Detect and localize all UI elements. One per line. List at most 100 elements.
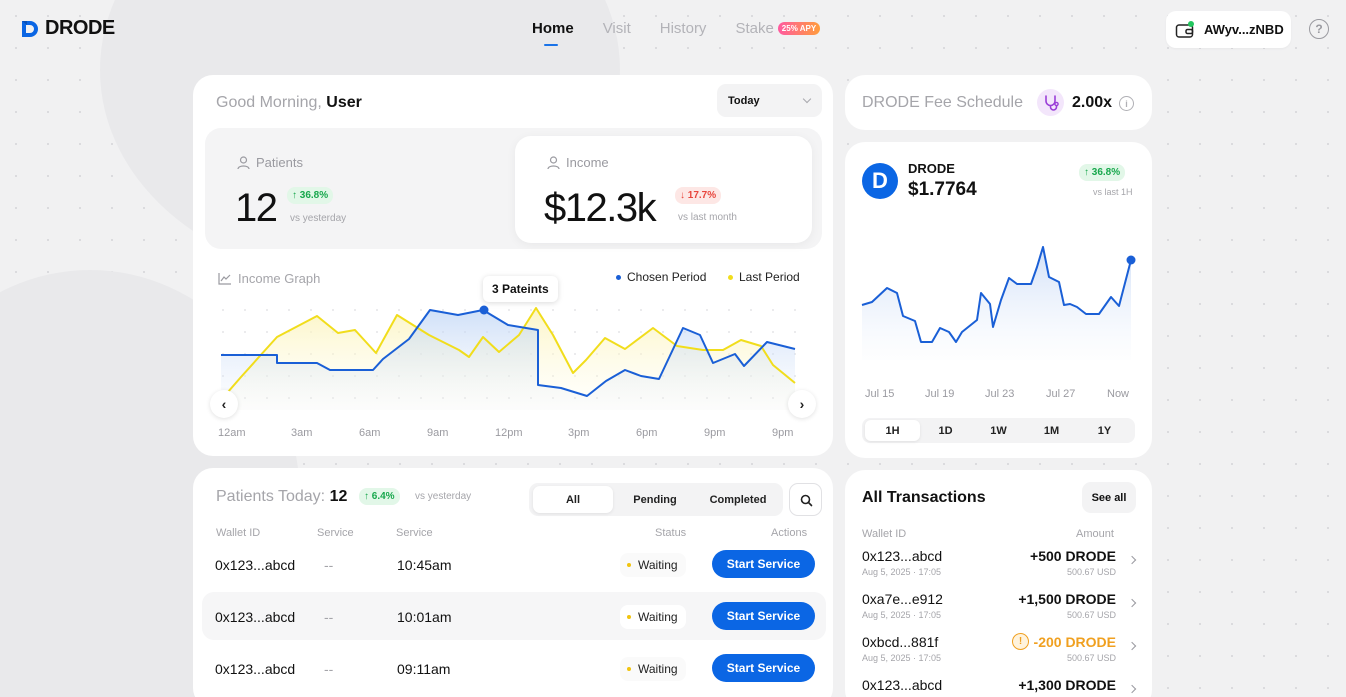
graph-prev-button[interactable]: ‹ xyxy=(210,390,238,418)
income-graph xyxy=(220,305,796,410)
filter-pending[interactable]: Pending xyxy=(633,493,677,506)
search-icon xyxy=(800,494,813,507)
main-nav: Home Visit History Stake 25% APY xyxy=(532,20,821,46)
grid-dot xyxy=(464,309,466,311)
nav-home[interactable]: Home xyxy=(532,20,574,46)
grid-dot xyxy=(640,331,642,333)
grid-dot xyxy=(442,309,444,311)
status-dot xyxy=(627,563,631,567)
tx-wallet: 0x123...abcd xyxy=(862,677,943,693)
x-axis-label: 12am xyxy=(218,427,246,439)
wallet-address: AWyv...zNBD xyxy=(1204,22,1284,37)
grid-dot xyxy=(794,309,796,311)
grid-dot xyxy=(750,309,752,311)
table-row: 0x123...abcd -- 10:45am Waiting Start Se… xyxy=(202,541,826,589)
grid-dot xyxy=(266,331,268,333)
grid-dot xyxy=(574,309,576,311)
range-1m[interactable]: 1M xyxy=(1043,424,1060,437)
nav-stake[interactable]: Stake 25% APY xyxy=(735,20,821,37)
range-1w[interactable]: 1W xyxy=(990,424,1007,437)
filter-all[interactable]: All xyxy=(533,486,613,513)
transactions-title: All Transactions xyxy=(862,489,986,506)
info-icon[interactable]: i xyxy=(1119,96,1134,111)
patients-change-badge: ↑ 36.8% xyxy=(287,187,334,204)
grid-dot xyxy=(310,309,312,311)
row-time: 10:45am xyxy=(397,557,452,573)
row-time: 09:11am xyxy=(397,661,451,677)
status-text: Waiting xyxy=(638,558,678,572)
tx-amount: +500 DRODE xyxy=(1030,548,1116,564)
patients-today-compare: vs yesterday xyxy=(415,491,472,502)
grid-dot xyxy=(266,309,268,311)
tx-amount: +1,300 DRODE xyxy=(1018,677,1116,693)
time-range-selector: 1H 1D 1W 1M 1Y xyxy=(862,418,1135,443)
user-icon xyxy=(237,155,250,169)
filter-completed[interactable]: Completed xyxy=(709,493,767,506)
wallet-icon xyxy=(1175,20,1195,39)
status-text: Waiting xyxy=(638,610,678,624)
search-button[interactable] xyxy=(789,483,822,516)
tx-amount: +1,500 DRODE xyxy=(1018,591,1116,607)
x-axis-label: Jul 23 xyxy=(985,388,1015,400)
chevron-right-icon xyxy=(1127,641,1137,651)
graph-next-button[interactable]: › xyxy=(788,390,816,418)
nav-stake-label: Stake xyxy=(735,20,774,37)
patients-today-label: Patients Today: xyxy=(216,488,326,505)
period-select[interactable]: Today xyxy=(717,84,822,117)
income-stat: Income $12.3k ↓ 17.7% vs last month xyxy=(515,136,812,243)
token-price-card: D DRODE $1.7764 ↑ 36.8% vs last 1H Jul 1… xyxy=(845,142,1152,458)
income-change-badge: ↓ 17.7% xyxy=(675,187,722,204)
grid-dot xyxy=(662,331,664,333)
patients-today-change-badge: ↑ 6.4% xyxy=(359,488,400,505)
brand-logo[interactable]: DRODE xyxy=(20,17,115,40)
col-service: Service xyxy=(317,527,354,539)
fee-multiplier: 2.00x xyxy=(1072,94,1113,111)
start-service-button[interactable]: Start Service xyxy=(712,654,815,682)
grid-dot xyxy=(618,331,620,333)
nav-visit[interactable]: Visit xyxy=(602,20,631,37)
patients-today-title: Patients Today: 12 xyxy=(216,488,347,506)
tx-date: Aug 5, 2025 · 17:05 xyxy=(862,610,942,620)
grid-dot xyxy=(530,309,532,311)
overview-card: Good Morning, User Today Patients 12 ↑ 3… xyxy=(193,75,833,456)
warning-icon: ! xyxy=(1012,633,1029,650)
legend-chosen: Chosen Period xyxy=(616,270,706,284)
income-graph-label: Income Graph xyxy=(238,271,321,286)
last-period-line xyxy=(220,307,796,401)
income-compare: vs last month xyxy=(678,212,737,223)
grid-dot xyxy=(288,309,290,311)
grid-dot xyxy=(574,353,576,355)
status-text: Waiting xyxy=(638,662,678,676)
chevron-right-icon xyxy=(1127,555,1137,565)
tx-usd: 500.67 USD xyxy=(1066,567,1116,577)
token-change-badge: ↑ 36.8% xyxy=(1079,164,1126,181)
see-all-button[interactable]: See all xyxy=(1082,482,1136,513)
start-service-button[interactable]: Start Service xyxy=(712,550,815,578)
grid-dot xyxy=(684,309,686,311)
range-1y[interactable]: 1Y xyxy=(1097,424,1112,437)
grid-dot xyxy=(750,331,752,333)
col-service-time: Service xyxy=(396,527,433,539)
grid-dot xyxy=(706,331,708,333)
token-price-area xyxy=(862,247,1131,360)
chosen-period-area xyxy=(221,310,795,410)
grid-dot xyxy=(376,331,378,333)
wallet-button[interactable]: AWyv...zNBD xyxy=(1166,11,1291,48)
start-service-button[interactable]: Start Service xyxy=(712,602,815,630)
nav-history[interactable]: History xyxy=(659,20,707,37)
token-price-marker xyxy=(1126,255,1136,265)
range-1h[interactable]: 1H xyxy=(865,420,920,441)
x-axis-label: 3pm xyxy=(568,427,590,439)
x-axis-label: 6am xyxy=(359,427,381,439)
row-service: -- xyxy=(324,557,334,573)
token-change: 36.8% xyxy=(1091,167,1121,178)
row-wallet: 0x123...abcd xyxy=(215,661,296,677)
row-service: -- xyxy=(324,609,334,625)
range-1d[interactable]: 1D xyxy=(938,424,953,437)
chosen-period-marker xyxy=(479,305,489,315)
patients-change: 36.8% xyxy=(299,190,329,201)
help-icon[interactable]: ? xyxy=(1309,19,1329,39)
patients-today-card: Patients Today: 12 ↑ 6.4% vs yesterday A… xyxy=(193,468,833,697)
tx-amount: -200 DRODE xyxy=(1033,634,1116,650)
grid-dot xyxy=(596,309,598,311)
